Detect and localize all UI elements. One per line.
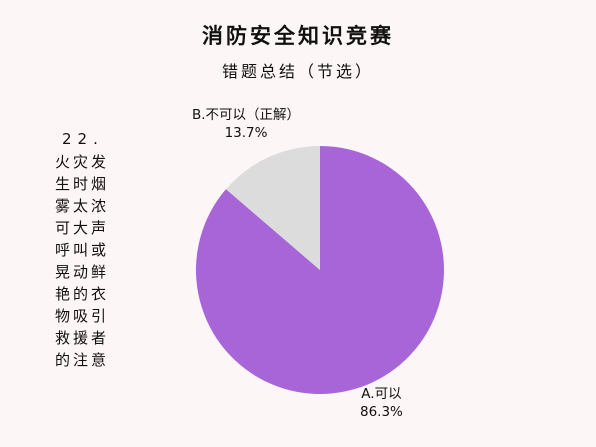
slice-b-name: B.不可以（正解） [192, 107, 301, 123]
question-number: 22. [62, 130, 104, 148]
chart-subtitle: 错题总结（节选） [221, 62, 374, 81]
pie-slice-a [195, 146, 444, 394]
slice-label-b: B.不可以（正解） 13.7% [192, 106, 300, 142]
pie-slice-b [225, 146, 320, 270]
slice-a-name: A.可以 [361, 386, 402, 402]
pie-slices [195, 146, 444, 394]
slice-label-a: A.可以 86.3% [360, 385, 403, 421]
slice-a-percent: 86.3% [360, 404, 403, 420]
question-text: 火灾发生时烟雾太浓可大声呼叫或晃动鲜艳的衣物吸引救援者的注意 [55, 153, 110, 369]
chart-title: 消防安全知识竞赛 [202, 24, 394, 48]
slice-b-percent: 13.7% [224, 125, 268, 141]
